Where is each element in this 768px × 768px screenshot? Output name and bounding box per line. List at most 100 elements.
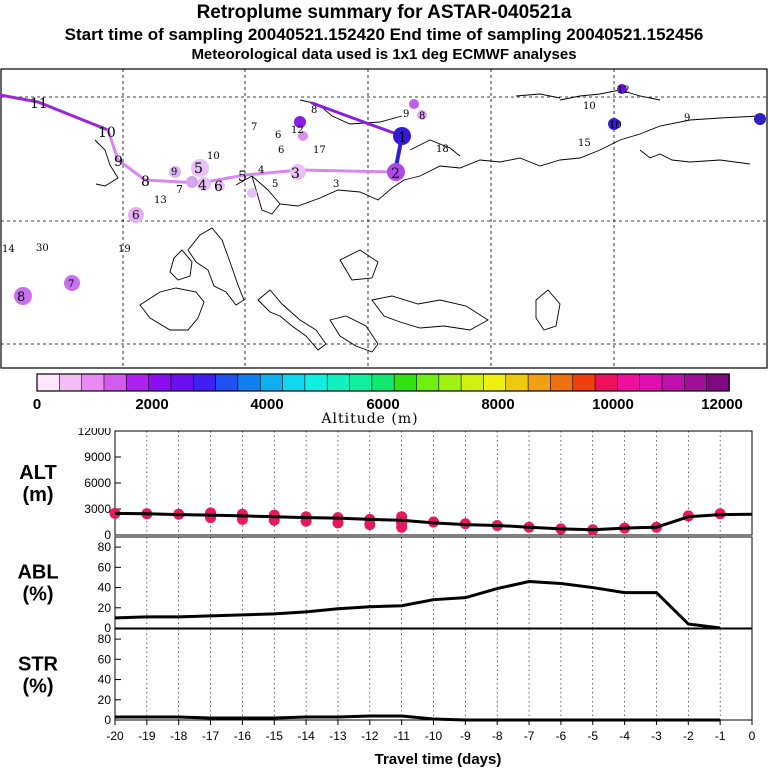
x-tick-label: -18 <box>170 729 188 743</box>
scatter-marker-11 <box>294 116 306 128</box>
x-tick-label: -16 <box>234 729 252 743</box>
trajectory-marker-3 <box>290 164 306 180</box>
trajectory-marker-4 <box>197 177 211 191</box>
colorbar-cell <box>148 373 172 392</box>
scatter-marker-4b <box>186 176 198 188</box>
alt-panel: 0 3000 6000 9000 12000 ALT(m) <box>19 428 753 542</box>
colorbar-cell <box>393 373 418 392</box>
colorbar-cell <box>438 373 462 392</box>
colorbar-cell <box>237 373 262 392</box>
scatter-label: 12 <box>617 85 630 96</box>
colorbar-tick-label: 2000 <box>135 396 168 413</box>
scatter-marker-7b <box>298 131 308 141</box>
x-tick-label: -1 <box>715 729 726 743</box>
trajectory-labels: 11 10 9 8 7 6 5 4 3 2 1 <box>30 96 407 196</box>
scatter-label: 3 <box>333 179 339 190</box>
colorbar-cell <box>661 373 686 392</box>
scatter-label: 18 <box>436 144 449 155</box>
colorbar-tick-label: 10000 <box>592 396 634 413</box>
y-tick-label: 0 <box>104 713 111 727</box>
trajectory-label: 11 <box>30 96 48 112</box>
scatter-label: 10 <box>609 120 622 131</box>
scatter-marker-9b <box>754 113 766 125</box>
colorbar-cell <box>259 373 284 392</box>
y-tick-label: 40 <box>98 673 112 687</box>
scatter-label: 15 <box>578 138 591 149</box>
colorbar-cell <box>550 373 574 392</box>
scatter-label: 9 <box>403 109 409 120</box>
colorbar-cell <box>170 373 195 392</box>
scatter-marker-9 <box>169 166 181 178</box>
colorbar-cell <box>706 373 730 392</box>
scatter-label: 10 <box>583 101 596 112</box>
scatter-label: 14 <box>2 244 15 255</box>
trajectory-marker-2 <box>387 163 405 181</box>
colorbar-cell <box>326 373 351 392</box>
y-axis-label: ALT <box>19 462 56 484</box>
scatter-labels: 14 30 19 8 7 6 5 9 10 7 13 6 5 4 3 17 12… <box>2 85 690 305</box>
y-tick-label: 0 <box>104 621 111 635</box>
colorbar-cell <box>282 373 306 392</box>
y-tick-label: 60 <box>98 560 112 574</box>
series-line-str <box>115 714 721 722</box>
scatter-marker-6c <box>247 188 257 198</box>
colorbar-cell <box>639 373 663 392</box>
x-tick-label: -6 <box>556 729 567 743</box>
series-line-abl <box>114 579 721 630</box>
trajectory-label: 6 <box>214 179 223 195</box>
y-tick-label: 80 <box>98 632 112 646</box>
trajectory-label: 10 <box>98 125 116 141</box>
sampling-time-line: Start time of sampling 20040521.152420 E… <box>64 25 704 44</box>
y-tick-label: 3000 <box>84 502 111 516</box>
colorbar-cell <box>594 373 619 392</box>
x-tick-label: -11 <box>393 729 410 743</box>
colorbar-cell <box>371 373 395 392</box>
colorbar-cell <box>81 373 105 392</box>
x-tick-label: -12 <box>361 729 379 743</box>
trajectory-label: 4 <box>198 178 207 194</box>
colorbar-tick-label: 0 <box>33 396 41 413</box>
colorbar-tick-label: 8000 <box>481 396 514 413</box>
scatter-label: 4 <box>258 165 264 176</box>
series-line-alt <box>114 511 753 532</box>
colorbar-cell <box>192 373 217 392</box>
scatter-marker-6b <box>215 181 225 191</box>
scatter-marker-12 <box>409 99 419 109</box>
scatter-label: 10 <box>207 151 220 162</box>
y-tick-label: 80 <box>98 540 112 554</box>
y-axis-unit: (%) <box>22 584 53 606</box>
scatter-label: 6 <box>278 145 284 156</box>
colorbar-ticks: 0 2000 4000 6000 8000 10000 12000 <box>33 396 743 413</box>
trajectory-marker-5 <box>191 159 209 177</box>
y-axis-unit: (m) <box>22 484 53 506</box>
colorbar-cell <box>215 373 239 392</box>
scatter-marker-10 <box>608 118 620 130</box>
colorbar-cell <box>59 373 83 392</box>
trajectory-markers <box>14 84 766 305</box>
scatter-label: 12 <box>291 125 304 136</box>
trajectory-marker-6 <box>128 207 144 223</box>
colorbar-tick-label: 12000 <box>701 396 743 413</box>
scatter-label: 19 <box>118 244 131 255</box>
trajectory-label: 2 <box>391 166 400 182</box>
colorbar-cell <box>505 373 529 392</box>
x-tick-label: -19 <box>138 729 156 743</box>
colorbar-cell <box>684 373 708 392</box>
y-tick-label: 0 <box>104 528 111 542</box>
scatter-label: 13 <box>154 195 167 206</box>
scatter-marker-7 <box>64 275 80 291</box>
scatter-label: 5 <box>272 179 278 190</box>
colorbar-tick-label: 4000 <box>250 396 283 413</box>
colorbar-cell <box>304 373 328 392</box>
scatter-label: 17 <box>313 145 326 156</box>
scatter-label: 8 <box>17 290 25 305</box>
altitude-point <box>109 507 121 519</box>
y-axis-unit: (%) <box>22 676 53 698</box>
x-tick-label: -3 <box>651 729 662 743</box>
x-tick-label: -20 <box>106 729 124 743</box>
chart-title: Retroplume summary for ASTAR-040521a <box>196 2 572 23</box>
x-tick-label: -4 <box>619 729 630 743</box>
scatter-label: 7 <box>251 122 257 133</box>
x-tick-label: -5 <box>587 729 598 743</box>
colorbar-cell <box>36 373 61 392</box>
